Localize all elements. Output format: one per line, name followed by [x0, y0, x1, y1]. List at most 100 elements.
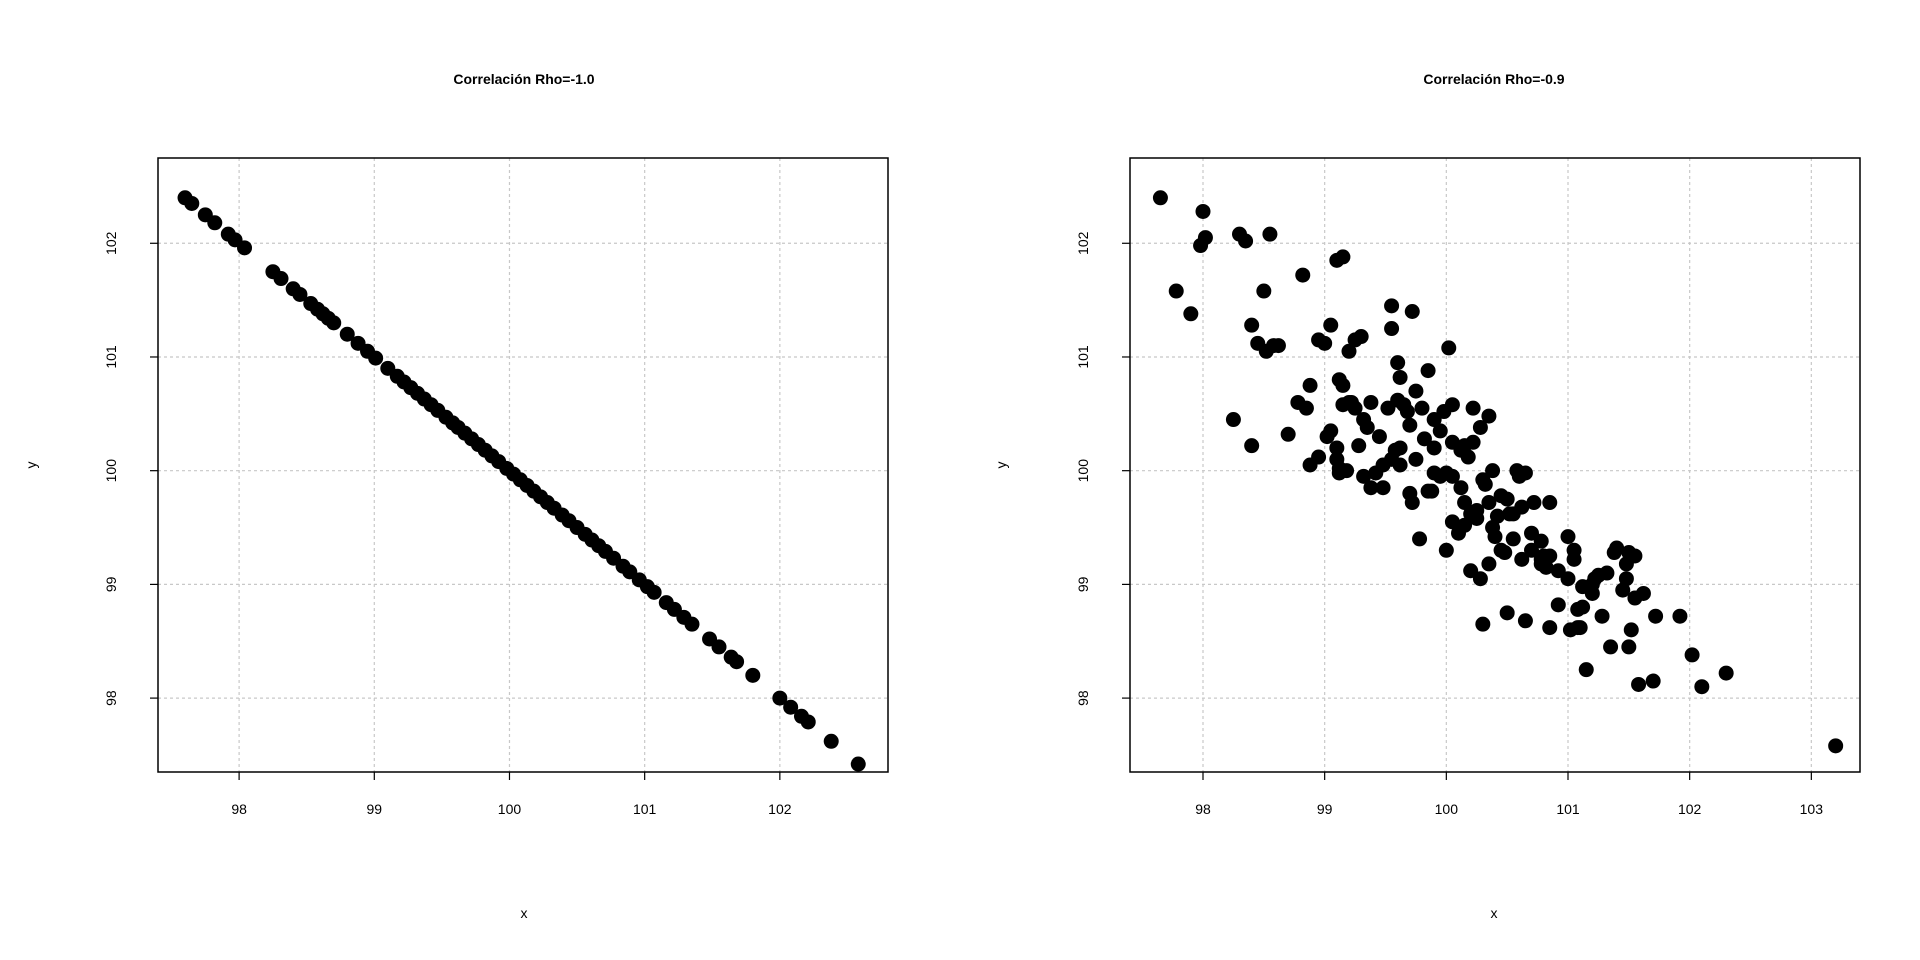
data-point — [1599, 565, 1615, 581]
data-point — [184, 195, 200, 211]
data-point — [1489, 508, 1505, 524]
data-point — [1416, 431, 1432, 447]
data-point — [1828, 738, 1844, 754]
data-point — [1684, 647, 1700, 663]
data-point — [1392, 457, 1408, 473]
data-point — [1645, 673, 1661, 689]
data-point — [1505, 531, 1521, 547]
data-point — [646, 584, 662, 600]
left-chart-ylabel: y — [23, 462, 39, 469]
data-point — [1244, 317, 1260, 333]
data-point — [1465, 400, 1481, 416]
data-point — [1694, 679, 1710, 695]
data-point — [1472, 571, 1488, 587]
data-point — [1514, 499, 1530, 515]
data-point — [729, 654, 745, 670]
data-point — [1371, 429, 1387, 445]
y-tick-label: 98 — [103, 690, 119, 706]
x-tick-label: 98 — [1195, 801, 1211, 817]
data-point — [1594, 608, 1610, 624]
data-point — [1408, 383, 1424, 399]
data-point — [1472, 419, 1488, 435]
data-point — [1351, 438, 1367, 454]
data-point — [800, 714, 816, 730]
data-point — [1566, 551, 1582, 567]
y-tick-label: 100 — [1075, 459, 1091, 483]
data-point — [1399, 404, 1415, 420]
data-point — [772, 690, 788, 706]
right-chart-y-ticks: 98 99 100 101 102 — [1075, 231, 1130, 706]
data-point — [1550, 597, 1566, 613]
data-point — [1560, 529, 1576, 545]
data-point — [1672, 608, 1688, 624]
x-tick-label: 98 — [231, 801, 247, 817]
y-tick-label: 101 — [1075, 345, 1091, 369]
data-point — [1481, 408, 1497, 424]
data-point — [1353, 329, 1369, 345]
x-tick-label: 101 — [1556, 801, 1580, 817]
data-point — [1335, 249, 1351, 265]
data-point — [1524, 542, 1539, 558]
data-point — [1390, 355, 1406, 371]
data-point — [1390, 392, 1406, 408]
data-point — [1497, 545, 1513, 561]
data-point — [1575, 599, 1591, 615]
data-point — [1560, 571, 1576, 587]
data-point — [1256, 283, 1272, 299]
data-point — [1363, 480, 1379, 496]
data-point — [1444, 468, 1460, 484]
data-point — [1195, 203, 1211, 219]
right-chart-x-ticks: 98 99 100 101 102 103 — [1195, 772, 1823, 817]
data-point — [1444, 514, 1460, 530]
data-point — [1441, 340, 1457, 356]
data-point — [1368, 465, 1384, 481]
data-point — [1262, 226, 1278, 242]
data-point — [850, 756, 866, 772]
data-point — [1298, 400, 1314, 416]
data-point — [1335, 377, 1351, 393]
data-point — [1618, 571, 1634, 587]
y-tick-label: 102 — [103, 231, 119, 255]
data-point — [326, 315, 342, 331]
data-point — [292, 286, 308, 302]
data-point — [1457, 495, 1473, 511]
data-point — [1152, 190, 1168, 206]
data-point — [1481, 556, 1497, 572]
y-tick-label: 100 — [103, 459, 119, 483]
data-point — [1414, 400, 1430, 416]
x-tick-label: 99 — [367, 801, 383, 817]
data-point — [1477, 476, 1493, 492]
data-point — [1404, 304, 1420, 319]
data-point — [1438, 542, 1454, 558]
data-point — [207, 215, 223, 231]
data-point — [1481, 495, 1497, 511]
data-point — [1183, 306, 1199, 322]
data-point — [1533, 551, 1549, 567]
data-point — [1493, 488, 1509, 504]
data-point — [1197, 230, 1213, 246]
data-point — [1584, 585, 1600, 601]
x-tick-label: 100 — [498, 801, 522, 817]
left-chart-points — [177, 190, 866, 772]
data-point — [1457, 438, 1473, 454]
data-point — [1329, 440, 1345, 456]
data-point — [1384, 321, 1400, 337]
data-point — [1432, 423, 1448, 439]
data-point — [1631, 676, 1647, 692]
data-point — [368, 350, 384, 366]
data-point — [1244, 438, 1260, 454]
data-point — [1339, 463, 1355, 479]
left-chart-title: Correlación Rho=-1.0 — [453, 71, 594, 87]
data-point — [1302, 457, 1318, 473]
data-point — [1587, 571, 1603, 587]
data-point — [711, 639, 727, 655]
data-point — [1627, 590, 1643, 606]
x-tick-label: 103 — [1800, 801, 1824, 817]
data-point — [1238, 233, 1254, 249]
y-tick-label: 99 — [103, 576, 119, 592]
left-chart: Correlación Rho=-1.0 98 99 100 101 102 98 99 1… — [23, 71, 889, 921]
data-point — [823, 733, 839, 749]
data-point — [1578, 662, 1594, 678]
right-chart-grid — [1130, 158, 1860, 772]
data-point — [1623, 622, 1639, 638]
